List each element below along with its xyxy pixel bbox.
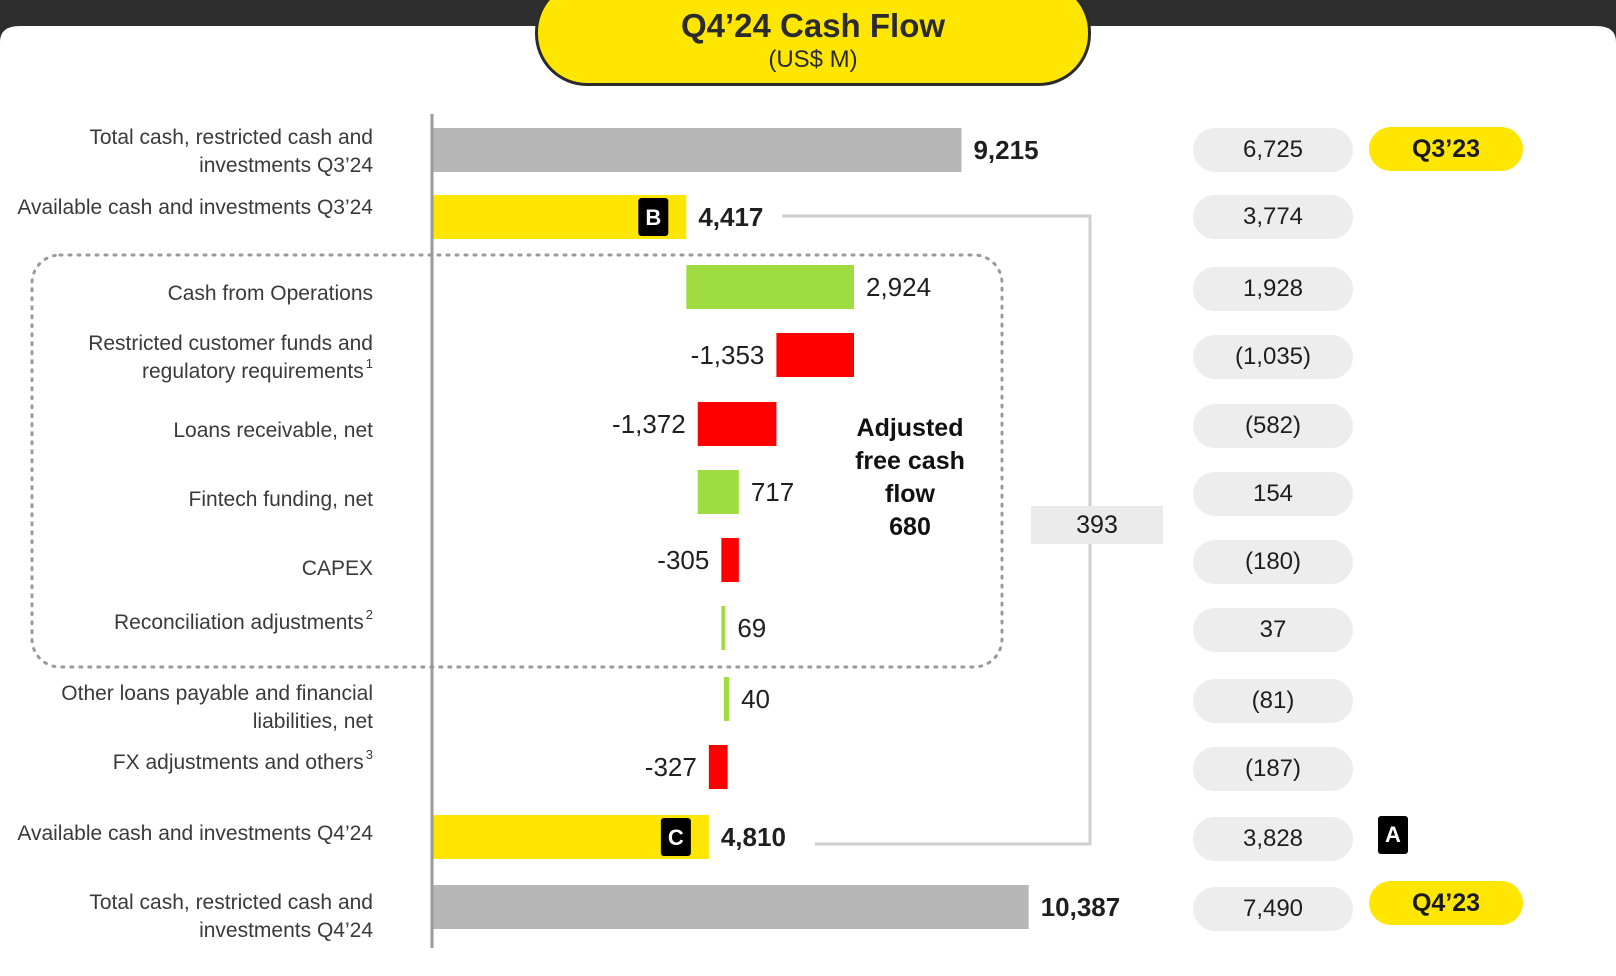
category-label: Fintech funding, net (13, 486, 373, 514)
chart-title: Q4’24 Cash Flow (680, 7, 946, 44)
category-label: FX adjustments and others 3 (13, 747, 373, 777)
bar-value-label: 2,924 (866, 272, 931, 302)
bar-value-label: 10,387 (1041, 892, 1121, 922)
category-label: Restricted customer funds and regulatory… (13, 330, 373, 386)
bar-value-label: 4,417 (698, 202, 763, 232)
bar-value-label: 9,215 (973, 135, 1038, 165)
adjusted-fcf-dotted-box (30, 253, 1004, 669)
category-label: Reconciliation adjustments 2 (13, 607, 373, 637)
category-label: Available cash and investments Q3’24 (13, 194, 373, 222)
prior-year-value-pill: 37 (1193, 608, 1353, 652)
prior-year-tag-bottom: Q4’23 (1369, 881, 1523, 925)
category-label-text: FX adjustments and others (112, 751, 364, 774)
category-label-text: Other loans payable and financial liabil… (61, 682, 373, 733)
waterfall-bar (686, 265, 855, 309)
waterfall-bar (433, 885, 1029, 929)
prior-year-value-pill: (1,035) (1193, 335, 1353, 379)
category-label-text: Loans receivable, net (173, 419, 373, 442)
bar-value-label: 4,810 (721, 822, 786, 852)
category-label-text: CAPEX (301, 557, 373, 580)
bar-value-label: -1,353 (691, 340, 765, 370)
category-label-text: Total cash, restricted cash and investme… (89, 126, 373, 177)
prior-year-value-pill: 6,725 (1193, 128, 1353, 172)
waterfall-bar (776, 333, 855, 377)
adjusted-fcf-value: 680 (889, 513, 931, 541)
footnote-marker: 1 (365, 356, 373, 371)
chart-subtitle: (US$ M) (768, 46, 858, 73)
category-label-text: Cash from Operations (167, 282, 373, 305)
prior-year-tag-top: Q3’23 (1369, 127, 1523, 171)
bar-value-label: 69 (737, 613, 766, 643)
marker-b-badge (638, 198, 669, 236)
category-label: Total cash, restricted cash and investme… (13, 124, 373, 180)
waterfall-bar (697, 402, 777, 446)
prior-year-value-pill: 3,774 (1193, 195, 1353, 239)
category-label: Loans receivable, net (13, 417, 373, 445)
prior-year-value-pill: (582) (1193, 404, 1353, 448)
bar-value-label: -1,372 (612, 409, 686, 439)
marker-c-badge (660, 818, 691, 856)
waterfall-bar (708, 745, 728, 789)
prior-year-value-pill: (81) (1193, 679, 1353, 723)
bar-value-label: -305 (657, 545, 709, 575)
adjusted-fcf-line: Adjusted (856, 414, 964, 442)
adjusted-fcf-line: flow (885, 480, 935, 508)
bar-value-label: 40 (741, 684, 770, 714)
waterfall-bar (697, 470, 739, 514)
adjusted-fcf-label: Adjusted free cash flow 680 (840, 412, 980, 544)
footnote-marker: 3 (365, 747, 373, 762)
category-label-text: Fintech funding, net (188, 488, 373, 511)
bar-value-label: 717 (751, 477, 794, 507)
category-label-text: Total cash, restricted cash and investme… (89, 891, 373, 942)
footnote-marker: 2 (365, 607, 373, 622)
marker-label: C (668, 825, 684, 850)
category-label-text: Available cash and investments Q4’24 (17, 822, 373, 845)
bridge-change-box: 393 (1031, 506, 1163, 544)
marker-a-badge: A (1378, 816, 1408, 854)
category-label-text: Restricted customer funds and regulatory… (88, 332, 373, 383)
category-label-text: Available cash and investments Q3’24 (17, 196, 373, 219)
marker-label: B (645, 205, 661, 230)
waterfall-bar (721, 606, 726, 650)
waterfall-bar (723, 677, 730, 721)
prior-year-value-pill: (180) (1193, 540, 1353, 584)
prior-year-value-pill: (187) (1193, 747, 1353, 791)
waterfall-bar (433, 128, 962, 172)
category-label: Cash from Operations (13, 280, 373, 308)
prior-year-value-pill: 3,828 (1193, 817, 1353, 861)
bar-value-label: -327 (645, 752, 697, 782)
category-label-text: Reconciliation adjustments (113, 611, 364, 634)
prior-year-value-pill: 154 (1193, 472, 1353, 516)
adjusted-fcf-line: free cash (855, 447, 965, 475)
title-pill: Q4’24 Cash Flow (US$ M) (535, 0, 1091, 86)
category-label: Total cash, restricted cash and investme… (13, 889, 373, 945)
prior-year-value-pill: 1,928 (1193, 267, 1353, 311)
category-label: Other loans payable and financial liabil… (13, 680, 373, 736)
category-label: CAPEX (13, 555, 373, 583)
prior-year-value-pill: 7,490 (1193, 887, 1353, 931)
category-label: Available cash and investments Q4’24 (13, 820, 373, 848)
waterfall-bar (721, 538, 739, 582)
